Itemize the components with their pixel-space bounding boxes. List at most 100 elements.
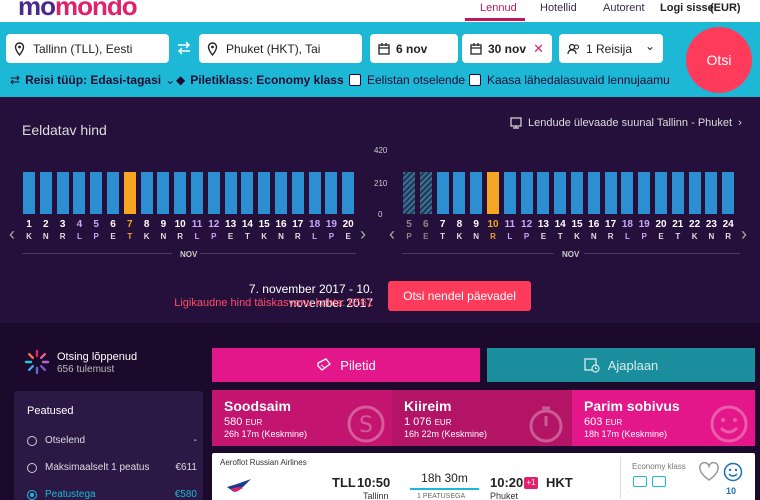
date-tick-label[interactable]: 20 xyxy=(342,219,354,230)
search-button[interactable]: Otsi xyxy=(686,27,752,93)
date-tick-label[interactable]: 20 xyxy=(655,219,667,230)
date-tick-label[interactable]: 17 xyxy=(605,219,617,230)
date-tick-label[interactable]: 6 xyxy=(110,219,116,230)
date-tick-label[interactable]: 10 xyxy=(487,219,499,230)
price-bar[interactable] xyxy=(107,172,119,214)
chevron-right-icon[interactable]: › xyxy=(741,224,747,244)
nearby-airports-checkbox[interactable]: Kaasa lähedalasuvaid lennujaamu xyxy=(469,73,670,87)
date-tick-label[interactable]: 18 xyxy=(621,219,633,230)
radio-button[interactable] xyxy=(27,435,37,446)
price-bar[interactable] xyxy=(671,172,684,214)
tab-tickets[interactable]: Piletid xyxy=(212,348,480,382)
nav-hotels[interactable]: Hotellid xyxy=(540,2,577,14)
date-tick-label[interactable]: 17 xyxy=(292,219,304,230)
date-tick-label[interactable]: 7 xyxy=(439,219,446,230)
price-bar[interactable] xyxy=(655,172,667,214)
date-tick-label[interactable]: 18 xyxy=(309,219,321,230)
passengers-field[interactable]: 1 Reisija ⌄ xyxy=(559,34,663,63)
login-link[interactable]: Logi sisse xyxy=(660,2,714,14)
price-bar[interactable] xyxy=(123,172,136,214)
flight-overview-link[interactable]: Lendude ülevaade suunal Tallinn - Phuket… xyxy=(510,117,742,129)
price-bar[interactable] xyxy=(325,172,338,214)
filter-direct[interactable]: Otselend - xyxy=(27,435,197,446)
date-tick-label[interactable]: 9 xyxy=(160,219,167,230)
clear-return-icon[interactable]: ✕ xyxy=(533,41,544,56)
date-tick-label[interactable]: 19 xyxy=(325,219,337,230)
price-bar[interactable] xyxy=(453,172,466,214)
price-bar[interactable] xyxy=(174,172,187,214)
price-bar[interactable] xyxy=(705,172,718,214)
date-tick-label[interactable]: 16 xyxy=(275,219,287,230)
date-tick-label[interactable]: 14 xyxy=(241,219,253,230)
filter-max-one-stop[interactable]: Maksimaalselt 1 peatus €611 xyxy=(27,462,197,473)
filter-with-stops[interactable]: Peatustega €580 xyxy=(27,489,197,500)
date-tick-label[interactable]: 16 xyxy=(588,219,600,230)
date-tick-label[interactable]: 1 xyxy=(26,219,32,230)
date-tick-label[interactable]: 22 xyxy=(689,219,701,230)
destination-field[interactable]: Phuket (HKT), Tai xyxy=(199,34,362,63)
origin-field[interactable]: Tallinn (TLL), Eesti xyxy=(6,34,169,63)
nav-car-rental[interactable]: Autorent xyxy=(603,2,645,14)
price-bar[interactable] xyxy=(638,172,651,214)
currency-selector[interactable]: (EUR) xyxy=(710,2,741,14)
date-tick-label[interactable]: 24 xyxy=(722,219,734,230)
price-bar[interactable] xyxy=(39,172,52,214)
radio-button[interactable] xyxy=(27,462,37,473)
depart-date-field[interactable]: 6 nov xyxy=(370,34,458,63)
price-bar[interactable] xyxy=(520,172,533,214)
date-tick-label[interactable]: 7 xyxy=(127,219,133,230)
price-bar[interactable] xyxy=(537,172,550,214)
price-bar[interactable] xyxy=(604,172,617,214)
price-bar[interactable] xyxy=(688,172,701,214)
price-bar[interactable] xyxy=(487,172,499,214)
price-bar[interactable] xyxy=(587,172,600,214)
date-tick-label[interactable]: 3 xyxy=(59,219,66,230)
checkbox[interactable] xyxy=(469,74,481,86)
direct-flights-checkbox[interactable]: Eelistan otselende xyxy=(349,73,465,87)
heart-icon[interactable] xyxy=(698,462,720,482)
flight-result-card[interactable]: Aeroflot Russian Airlines TLL 10:50 Tall… xyxy=(212,453,755,500)
chevron-right-icon[interactable]: › xyxy=(360,224,366,244)
price-bar[interactable] xyxy=(157,172,170,214)
date-tick-label[interactable]: 10 xyxy=(174,219,186,230)
price-bar[interactable] xyxy=(621,172,634,214)
trip-type-selector[interactable]: ⇄ Reisi tüüp: Edasi-tagasi ⌄ xyxy=(10,73,175,87)
date-tick-label[interactable]: 2 xyxy=(43,219,49,230)
price-bar[interactable] xyxy=(140,172,153,214)
logo[interactable]: momondo xyxy=(18,0,138,21)
price-bar[interactable] xyxy=(308,172,321,214)
cabin-class-selector[interactable]: ◆ Piletiklass: Economy klass ⌄ xyxy=(176,73,358,87)
date-tick-label[interactable]: 14 xyxy=(554,219,566,230)
price-bar[interactable] xyxy=(419,172,432,214)
date-tick-label[interactable]: 8 xyxy=(456,219,463,230)
date-tick-label[interactable]: 5 xyxy=(406,219,412,230)
price-bar[interactable] xyxy=(342,172,355,214)
sort-best-card[interactable]: Parim sobivus 603 EUR 18h 17m (Keskmine) xyxy=(572,390,755,446)
chevron-left-icon[interactable]: ‹ xyxy=(389,224,395,244)
date-tick-label[interactable]: 15 xyxy=(571,219,583,230)
price-bar[interactable] xyxy=(56,172,69,214)
price-bar[interactable] xyxy=(191,172,203,214)
date-tick-label[interactable]: 4 xyxy=(76,219,83,230)
tab-schedule[interactable]: Ajaplaan xyxy=(487,348,755,382)
date-tick-label[interactable]: 12 xyxy=(208,219,220,230)
chevron-left-icon[interactable]: ‹ xyxy=(9,224,15,244)
price-bar[interactable] xyxy=(571,172,583,214)
nav-flights[interactable]: Lennud xyxy=(480,2,517,14)
date-tick-label[interactable]: 13 xyxy=(225,219,237,230)
search-these-dates-button[interactable]: Otsi nendel päevadel xyxy=(388,281,531,311)
price-bar[interactable] xyxy=(258,172,271,214)
date-tick-label[interactable]: 8 xyxy=(143,219,150,230)
price-bar[interactable] xyxy=(90,172,103,214)
price-bar[interactable] xyxy=(470,172,483,214)
price-bar[interactable] xyxy=(554,172,567,214)
date-tick-label[interactable]: 23 xyxy=(705,219,717,230)
date-tick-label[interactable]: 15 xyxy=(258,219,270,230)
swap-icon[interactable] xyxy=(176,40,192,56)
sort-cheapest-card[interactable]: Soodsaim 580 EUR 26h 17m (Keskmine) S xyxy=(212,390,392,446)
price-bar[interactable] xyxy=(275,172,287,214)
price-bar[interactable] xyxy=(722,172,735,214)
date-tick-label[interactable]: 13 xyxy=(537,219,549,230)
sort-fastest-card[interactable]: Kiireim 1 076 EUR 16h 22m (Keskmine) xyxy=(392,390,572,446)
date-tick-label[interactable]: 11 xyxy=(191,219,203,230)
